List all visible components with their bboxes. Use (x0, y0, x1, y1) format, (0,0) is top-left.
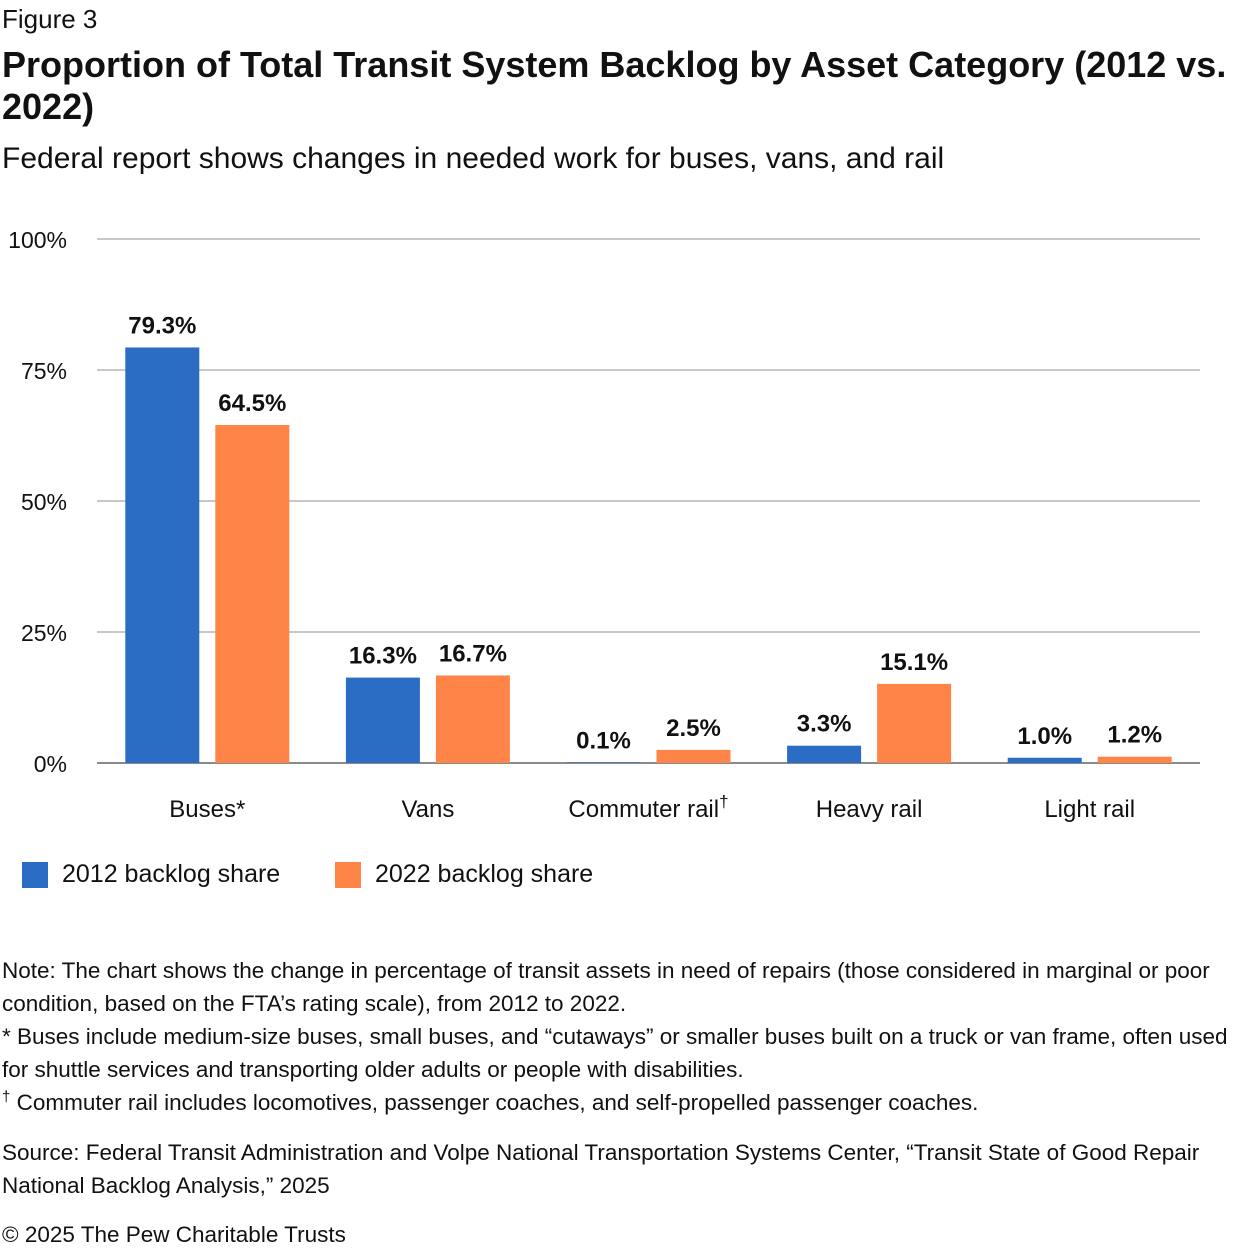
y-tick-label: 100% (8, 227, 67, 253)
legend-item-2012: 2012 backlog share (22, 860, 280, 889)
bar-2022 (215, 425, 290, 763)
category-label: Buses* (169, 796, 245, 823)
data-label: 0.1% (576, 727, 631, 754)
note-buses-text: Buses include medium-size buses, small b… (2, 1024, 1228, 1082)
data-label: 79.3% (128, 312, 196, 339)
note-buses: * Buses include medium-size buses, small… (2, 1020, 1238, 1086)
y-tick-label: 0% (34, 751, 67, 777)
category-label: Heavy rail (816, 796, 923, 823)
bar-2012 (125, 347, 200, 763)
bar-chart: 0% 25% 50% 75% 100% 79.3% 64.5% 16.3% 16.7% 0.1%… (8, 227, 1200, 823)
legend-item-2022: 2022 backlog share (335, 860, 593, 889)
legend-label-2012: 2012 backlog share (62, 860, 281, 888)
chart-notes: Note: The chart shows the change in perc… (2, 954, 1238, 1119)
source-note: Source: Federal Transit Administration a… (2, 1140, 1200, 1198)
copyright: © 2025 The Pew Charitable Trusts (2, 1222, 346, 1247)
category-label: Light rail (1044, 796, 1135, 823)
data-label: 15.1% (880, 649, 948, 676)
note-rail-mark: † (2, 1088, 11, 1106)
bar-2012 (345, 677, 420, 763)
data-label: 1.0% (1017, 723, 1072, 750)
legend-swatch-2022 (335, 861, 361, 888)
chart-title: Proportion of Total Transit System Backl… (2, 44, 1227, 127)
chart-subtitle: Federal report shows changes in needed w… (2, 142, 945, 175)
data-label: 16.3% (349, 643, 417, 670)
bar-2012 (1007, 757, 1082, 763)
y-axis-tick-labels: 0% 25% 50% 75% 100% (8, 227, 67, 777)
legend-swatch-2012 (22, 861, 48, 888)
data-label: 3.3% (797, 711, 852, 738)
data-label: 16.7% (439, 640, 507, 667)
bars (125, 347, 1172, 763)
category-label: Vans (401, 796, 454, 823)
bar-2012 (566, 762, 641, 763)
note-general: Note: The chart shows the change in perc… (2, 958, 1210, 1016)
bar-2022 (877, 683, 952, 763)
bar-2022 (1097, 756, 1172, 763)
y-tick-label: 25% (21, 620, 67, 646)
data-label: 2.5% (666, 715, 721, 742)
category-label: Commuter rail† (568, 792, 728, 823)
bar-2022 (656, 749, 731, 763)
bar-2022 (435, 675, 510, 763)
data-label: 64.5% (218, 390, 286, 417)
figure-label: Figure 3 (2, 4, 98, 34)
data-label: 1.2% (1107, 722, 1162, 749)
note-rail-text: Commuter rail includes locomotives, pass… (10, 1090, 979, 1115)
legend-label-2022: 2022 backlog share (375, 860, 594, 888)
data-labels: 79.3% 64.5% 16.3% 16.7% 0.1% 2.5% 3.3% 15.1% 1.0… (128, 312, 1162, 754)
note-commuter-rail: † Commuter rail includes locomotives, pa… (2, 1086, 1238, 1119)
category-labels: Buses* Vans Commuter rail† Heavy rail Light … (169, 792, 1135, 823)
bar-2012 (787, 745, 862, 763)
y-tick-label: 50% (21, 489, 67, 515)
note-buses-mark: * (2, 1024, 11, 1049)
y-tick-label: 75% (21, 358, 67, 384)
